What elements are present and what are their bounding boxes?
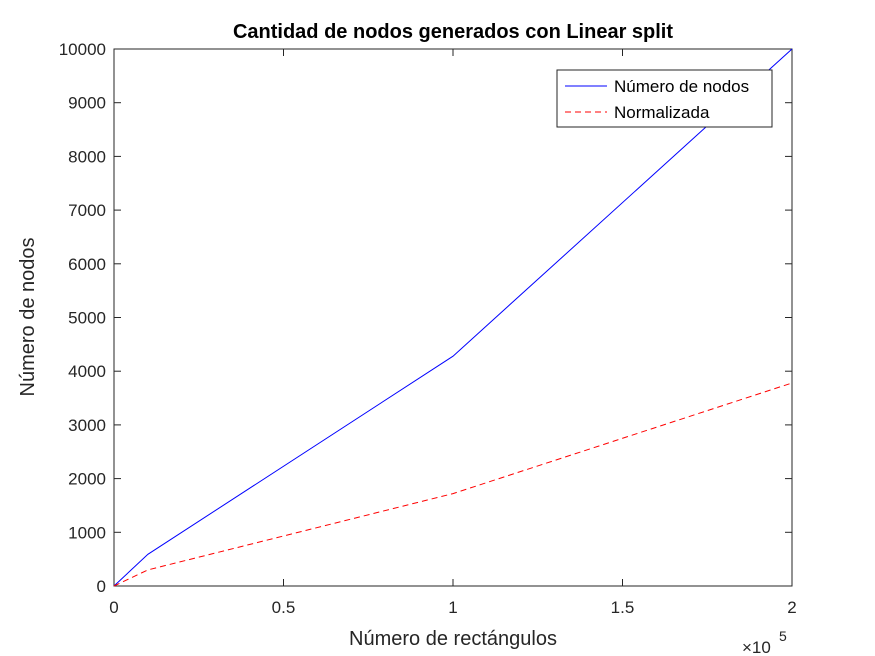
chart-title: Cantidad de nodos generados con Linear s… [233, 21, 673, 43]
legend-box [556, 69, 773, 128]
legend-label-numero-de-nodos: Número de nodos [614, 77, 749, 96]
x-tick-label: 0 [109, 598, 118, 617]
x-exponent-base: ×10 [742, 638, 771, 656]
y-tick-label: 3000 [68, 416, 106, 435]
y-tick-label: 6000 [68, 255, 106, 274]
y-tick-label: 9000 [68, 94, 106, 113]
y-tick-label: 2000 [68, 470, 106, 489]
series-line-normalizada [113, 382, 793, 587]
y-axis-ticks: 0 1000 2000 3000 4000 5000 6000 7000 8000 9000 100… [59, 40, 792, 596]
x-exponent: ×10 5 [742, 628, 787, 656]
x-tick-label: 1 [448, 598, 457, 617]
x-tick-label: 1.5 [611, 598, 635, 617]
y-tick-label: 1000 [68, 523, 106, 542]
x-axis-ticks: 0 0.5 1 1.5 2 [109, 49, 797, 617]
series-layer [113, 48, 793, 587]
legend-label-normalizada: Normalizada [614, 103, 710, 122]
y-tick-label: 4000 [68, 362, 106, 381]
x-tick-label: 2 [787, 598, 796, 617]
y-tick-label: 7000 [68, 201, 106, 220]
x-exponent-power: 5 [779, 628, 787, 644]
y-tick-label: 5000 [68, 309, 106, 328]
plot-area [113, 48, 793, 587]
y-tick-label: 0 [97, 577, 106, 596]
x-tick-label: 0.5 [272, 598, 296, 617]
y-axis-title: Número de nodos [17, 238, 39, 397]
series-line-numero-de-nodos [113, 48, 793, 587]
legend: Número de nodos Normalizada [556, 69, 773, 128]
y-tick-label: 8000 [68, 147, 106, 166]
x-axis-title: Número de rectángulos [349, 628, 557, 650]
y-tick-label: 10000 [59, 40, 106, 59]
